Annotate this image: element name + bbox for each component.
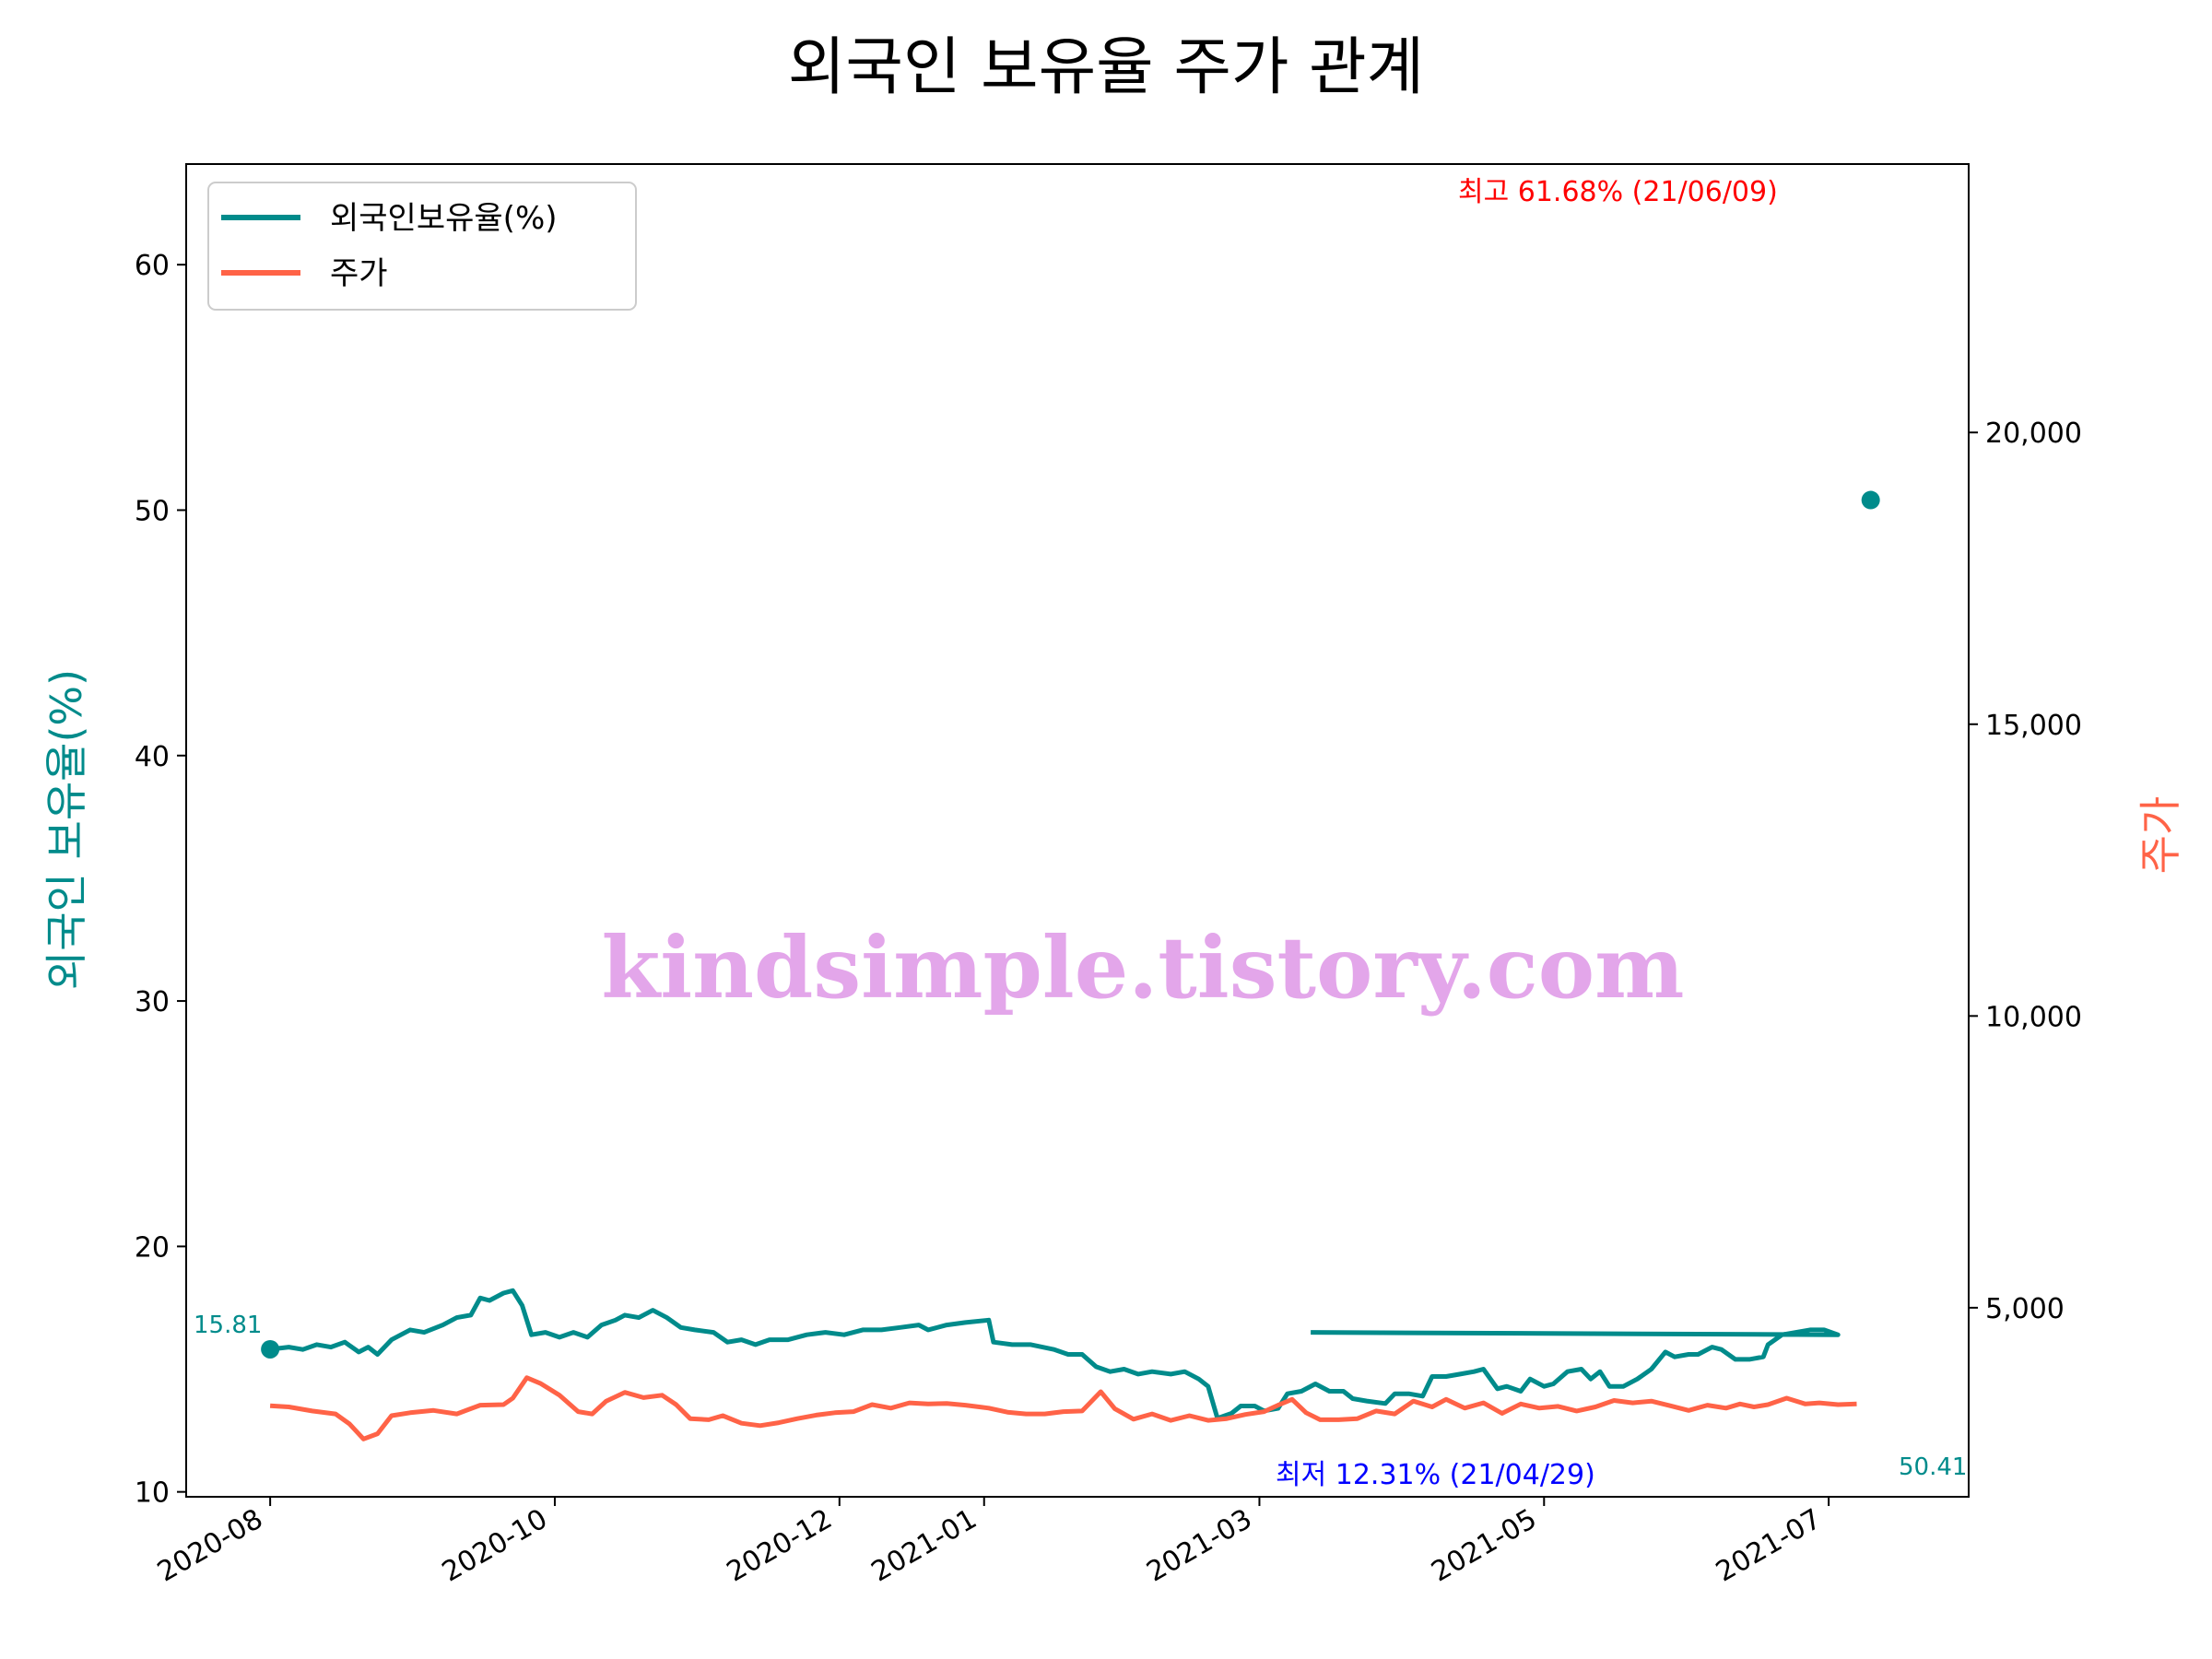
x-tick-label: 2021-05 [1426,1503,1542,1589]
legend: 외국인보유율(%) 주가 [207,182,637,311]
y-axis-right: 5,000 10,000 15,000 20,000 [1969,418,2082,1325]
min-annotation: 최저 12.31% (21/04/29) [1276,1459,1595,1491]
y-right-tick-label: 5,000 [1985,1293,2065,1325]
x-tick-label: 2021-01 [866,1503,982,1589]
y-right-tick-label: 15,000 [1985,710,2082,742]
legend-box [207,182,637,311]
x-tick-label: 2020-12 [722,1503,838,1589]
y-left-tick-label: 20 [135,1231,170,1264]
end-point-marker [1861,490,1880,510]
start-point-marker [261,1339,280,1359]
y-right-tick-label: 20,000 [1985,418,2082,450]
x-tick-label: 2020-08 [152,1503,268,1589]
x-axis: 2020-08 2020-10 2020-12 2021-01 2021-03 2021-… [152,1497,1830,1589]
legend-item-ratio: 외국인보유율(%) [330,200,558,237]
end-value-label: 50.41 [1899,1453,1967,1481]
series-line-ratio [269,1288,1841,1421]
x-tick-label: 2020-10 [437,1503,553,1589]
chart-title: 외국인 보유율 주가 관계 [788,31,1424,104]
y-left-tick-label: 30 [135,986,170,1018]
series-line-price [269,1375,1857,1441]
y-left-tick-label: 60 [135,250,170,282]
y-axis-left: 10 20 30 40 50 60 [135,250,186,1510]
start-value-label: 15.81 [194,1312,262,1339]
y-left-tick-label: 40 [135,741,170,773]
plot-area [185,163,1970,1498]
y-left-tick-label: 10 [135,1477,170,1510]
legend-item-price: 주가 [330,255,388,292]
y-axis-left-label: 외국인 보유율(%) [41,669,91,990]
x-tick-label: 2021-07 [1711,1503,1827,1589]
watermark: kindsimple.tistory.com [601,918,1684,1018]
plot-frame [185,163,1970,1498]
x-tick-label: 2021-03 [1141,1503,1257,1589]
max-annotation: 최고 61.68% (21/06/09) [1458,176,1778,208]
y-left-tick-label: 50 [135,495,170,527]
y-right-tick-label: 10,000 [1985,1001,2082,1033]
y-axis-right-label: 주가 [2136,796,2185,875]
